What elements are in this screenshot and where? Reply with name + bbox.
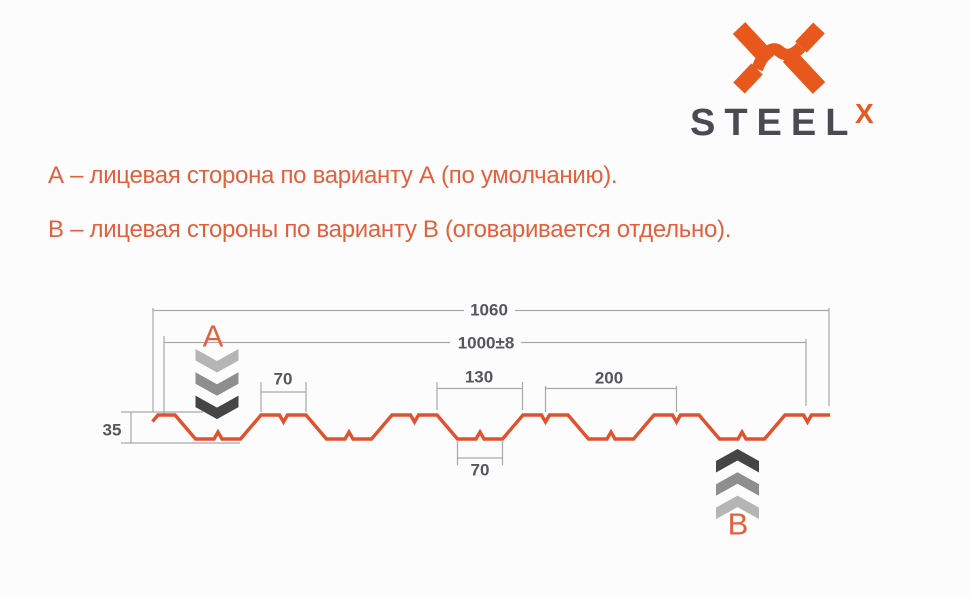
chevron-band (195, 349, 239, 373)
chevron-band (716, 495, 759, 520)
dim-top-flat-label: 70 (273, 369, 293, 389)
chevron-band (195, 372, 239, 396)
brand-superscript: X (855, 98, 874, 129)
variant-a-marker: А (202, 318, 224, 354)
variant-b-marker: В (727, 506, 749, 542)
logo-stroke (782, 50, 826, 94)
chevron-a-icon (195, 349, 239, 420)
logo-stroke (795, 22, 825, 53)
chevron-band (716, 449, 759, 473)
dim-height-label: 35 (102, 420, 122, 440)
note-variant-b: В – лицевая стороны по варианту В (огова… (48, 216, 732, 243)
note-variant-a: А – лицевая сторона по варианту А (по ум… (48, 162, 618, 189)
logo-x-icon (732, 22, 826, 94)
profile-line (151, 413, 830, 441)
dim-bottom-flat-label: 70 (470, 460, 490, 480)
dimension-lines (121, 308, 830, 465)
chevron-band (716, 472, 759, 496)
chevron-b-icon (716, 449, 759, 520)
dim-rib-width-label: 130 (464, 367, 494, 387)
dim-working-width-label: 1000±8 (451, 334, 521, 352)
brand-name: STEEL (690, 102, 858, 144)
chevron-band (195, 395, 239, 420)
dim-pitch-label: 200 (594, 368, 624, 388)
logo-stroke (733, 63, 763, 94)
dim-overall-width-label: 1060 (464, 301, 514, 319)
logo-s-link (751, 42, 806, 72)
